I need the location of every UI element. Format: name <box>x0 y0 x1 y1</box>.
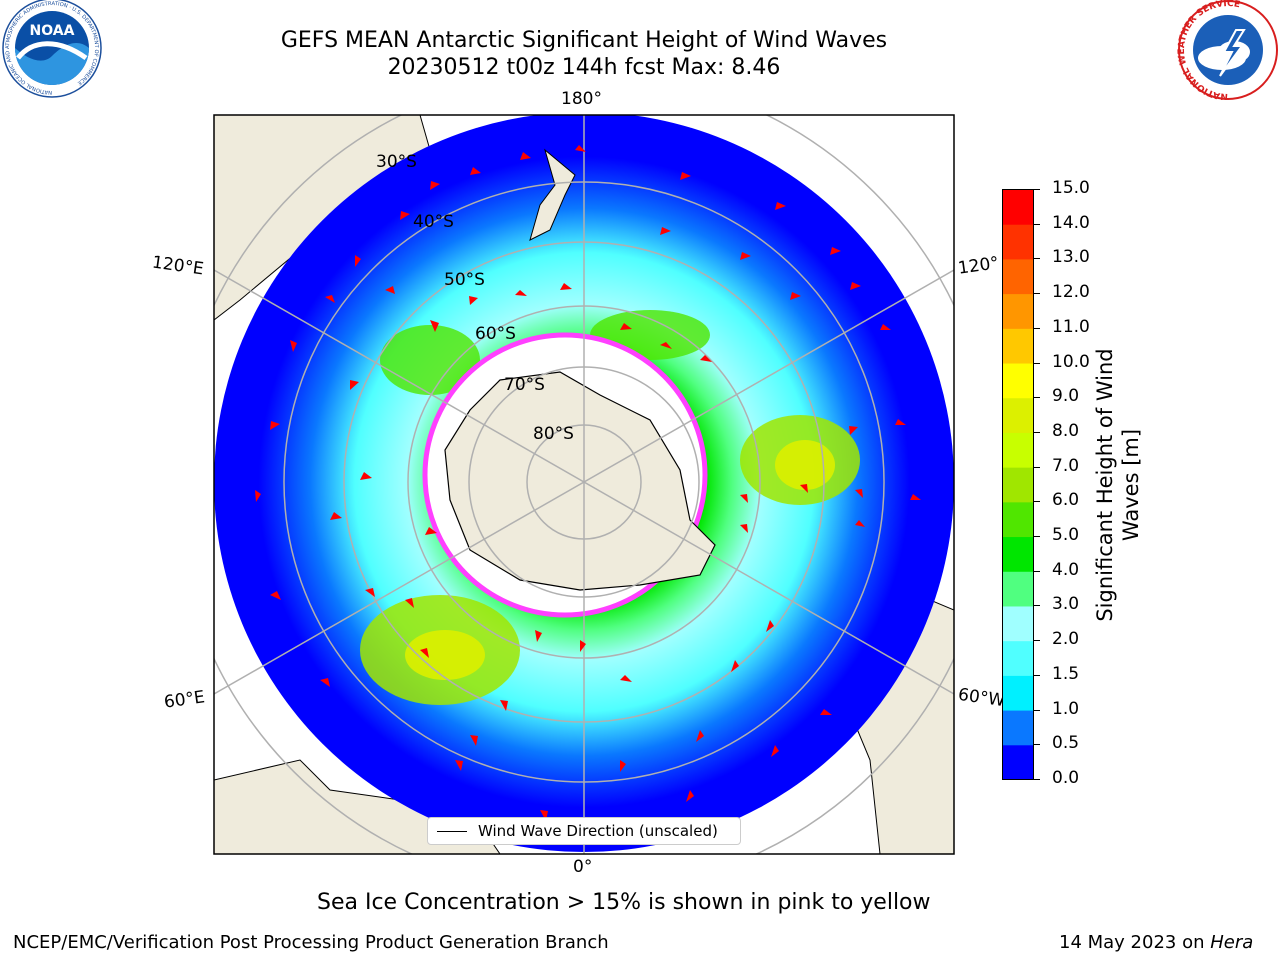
colorbar-label: Significant Height of Wind Waves [m] <box>1093 348 1143 622</box>
colorbar-tick-mark <box>1034 501 1040 503</box>
colorbar-tick-mark <box>1034 327 1040 329</box>
colorbar-tick-label: 2.0 <box>1052 629 1080 650</box>
map-frame <box>213 114 955 855</box>
lat-label-70s: 70°S <box>504 375 545 395</box>
colorbar-tick-mark <box>1034 709 1040 711</box>
colorbar-tick-mark <box>1034 397 1040 399</box>
lat-label-30s: 30°S <box>376 152 417 172</box>
noaa-logo: NOAA NATIONAL OCEANIC AND ATMOSPHERIC AD… <box>2 0 102 98</box>
colorbar-tick-mark <box>1034 744 1040 746</box>
host-name: Hera <box>1210 932 1254 953</box>
lat-label-60s: 60°S <box>475 324 516 344</box>
colorbar-tick-label: 9.0 <box>1052 386 1080 407</box>
colorbar-tick-mark <box>1034 189 1040 190</box>
colorbar-tick-label: 10.0 <box>1052 351 1090 372</box>
colorbar-tick-label: 0.5 <box>1052 733 1080 754</box>
title-line-1: GEFS MEAN Antarctic Significant Height o… <box>280 28 888 53</box>
colorbar-segment <box>1002 640 1034 676</box>
map-legend: Wind Wave Direction (unscaled) <box>427 817 741 845</box>
wind-wave-arrows <box>255 145 921 821</box>
colorbar-segment <box>1002 675 1034 711</box>
colorbar-tick-mark <box>1034 605 1040 607</box>
colorbar <box>1002 189 1034 780</box>
colorbar-segment <box>1002 432 1034 468</box>
colorbar-tick-mark <box>1034 223 1040 225</box>
colorbar-segment <box>1002 397 1034 433</box>
colorbar-tick-label: 12.0 <box>1052 282 1090 303</box>
colorbar-tick-label: 0.0 <box>1052 768 1080 788</box>
lat-label-40s: 40°S <box>413 212 454 232</box>
antarctica-land <box>444 371 716 591</box>
colorbar-tick-mark <box>1034 536 1040 538</box>
date-credit: 14 May 2023 on Hera <box>1059 932 1253 953</box>
colorbar-segment <box>1002 501 1034 538</box>
lon-label-180: 180° <box>561 89 602 109</box>
colorbar-tick-label: 15.0 <box>1052 178 1090 198</box>
colorbar-tick-label: 1.5 <box>1052 663 1080 684</box>
colorbar-tick-label: 6.0 <box>1052 490 1080 511</box>
branch-credit: NCEP/EMC/Verification Post Processing Pr… <box>13 932 609 953</box>
colorbar-tick-mark <box>1034 258 1040 260</box>
colorbar-tick-mark <box>1034 466 1040 468</box>
colorbar-segment <box>1002 467 1034 503</box>
legend-line-icon <box>437 831 467 832</box>
colorbar-segment <box>1002 571 1034 607</box>
legend-label: Wind Wave Direction (unscaled) <box>478 822 718 840</box>
colorbar-tick-label: 5.0 <box>1052 525 1080 546</box>
colorbar-segment <box>1002 328 1034 364</box>
colorbar-tick-label: 14.0 <box>1052 212 1090 233</box>
colorbar-tick-label: 7.0 <box>1052 455 1080 476</box>
colorbar-segment <box>1002 189 1034 225</box>
colorbar-tick-mark <box>1034 640 1040 642</box>
nws-logo: NATIONAL WEATHER SERVICE <box>1177 0 1278 100</box>
colorbar-segment <box>1002 710 1034 746</box>
colorbar-tick-mark <box>1034 362 1040 364</box>
colorbar-tick-label: 3.0 <box>1052 594 1080 615</box>
colorbar-segment <box>1002 293 1034 329</box>
title-line-2: 20230512 t00z 144h fcst Max: 8.46 <box>387 55 781 80</box>
colorbar-tick-label: 4.0 <box>1052 559 1080 580</box>
colorbar-segment <box>1002 605 1034 642</box>
colorbar-tick-label: 11.0 <box>1052 316 1090 337</box>
colorbar-tick-label: 8.0 <box>1052 420 1080 441</box>
colorbar-segment <box>1002 744 1034 780</box>
colorbar-tick-mark <box>1034 293 1040 295</box>
sea-ice-note: Sea Ice Concentration > 15% is shown in … <box>317 890 931 915</box>
colorbar-tick-label: 13.0 <box>1052 247 1090 268</box>
graticule <box>214 115 954 854</box>
colorbar-tick-mark <box>1034 779 1040 780</box>
lat-label-80s: 80°S <box>533 424 574 444</box>
new-zealand-land <box>529 148 576 241</box>
colorbar-segment <box>1002 224 1034 260</box>
colorbar-tick-mark <box>1034 431 1040 433</box>
lat-label-50s: 50°S <box>444 270 485 290</box>
date-text: 14 May 2023 on <box>1059 932 1211 953</box>
colorbar-segment <box>1002 536 1034 572</box>
noaa-text: NOAA <box>30 23 75 39</box>
lon-label-0: 0° <box>573 857 593 877</box>
colorbar-tick-mark <box>1034 570 1040 572</box>
colorbar-tick-label: 1.0 <box>1052 698 1080 719</box>
colorbar-tick-mark <box>1034 674 1040 676</box>
colorbar-segment <box>1002 258 1034 295</box>
colorbar-segment <box>1002 363 1034 399</box>
